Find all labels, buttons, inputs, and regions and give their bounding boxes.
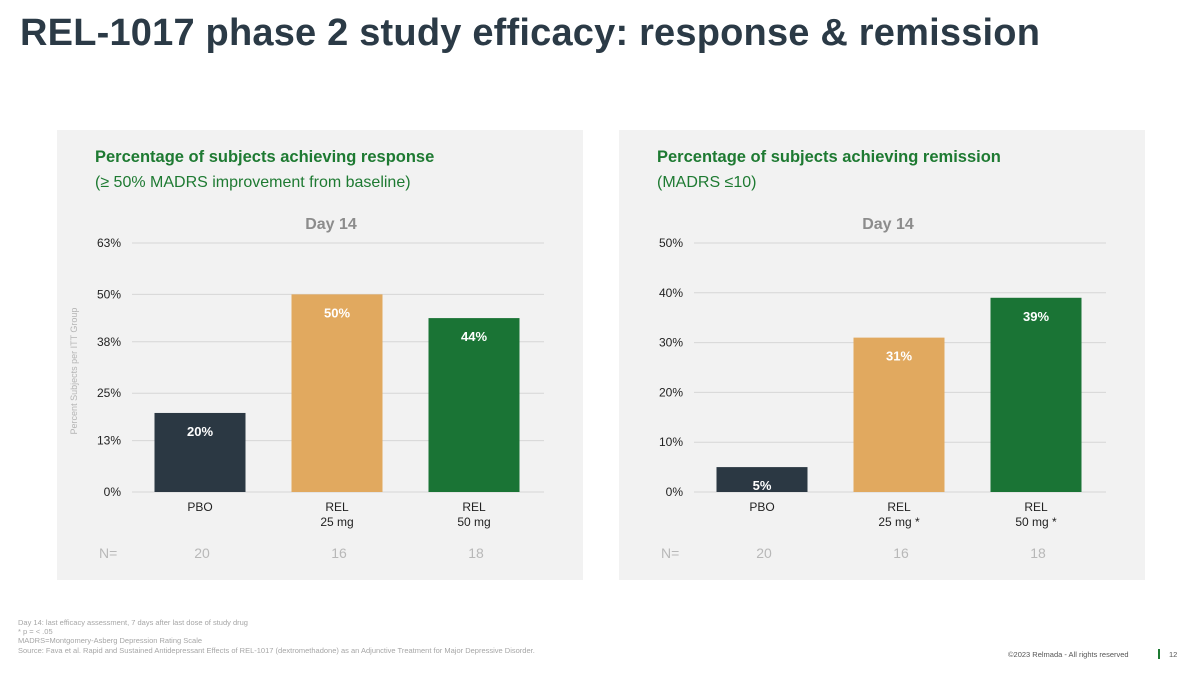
copyright: ©2023 Relmada - All rights reserved: [1008, 650, 1129, 659]
x-category-label: PBO: [187, 500, 212, 514]
response-chart-title: Percentage of subjects achieving respons…: [95, 148, 435, 166]
x-category-label: REL: [462, 500, 486, 514]
y-tick-label: 50%: [659, 236, 683, 250]
response-bar-chart: 0% 13% 25% 38% 50% 63% Percent Subjects per IT…: [69, 236, 544, 561]
page-title: REL-1017 phase 2 study efficacy: respons…: [20, 12, 1041, 54]
x-category-label: PBO: [749, 500, 774, 514]
x-category-label: 25 mg *: [878, 515, 920, 529]
data-label: 31%: [886, 349, 912, 364]
y-tick-label: 13%: [97, 434, 121, 448]
y-tick-label: 0%: [666, 485, 684, 499]
footnote-line: Day 14: last efficacy assessment, 7 days…: [18, 618, 248, 627]
x-category-label: 50 mg: [457, 515, 490, 529]
n-value: 18: [468, 545, 484, 561]
data-label: 5%: [753, 478, 772, 493]
n-value: 20: [194, 545, 210, 561]
x-category-label: REL: [1024, 500, 1048, 514]
n-value: 16: [893, 545, 909, 561]
footnote-line: MADRS=Montgomery-Asberg Depression Ratin…: [18, 636, 203, 646]
footnote-line: * p = < .05: [18, 627, 53, 637]
n-label: N=: [99, 545, 117, 561]
y-tick-label: 20%: [659, 385, 683, 399]
page-number: 12: [1169, 650, 1178, 659]
bar-pbo: [154, 412, 246, 492]
footer-divider: [1158, 649, 1160, 659]
bar-pbo: [716, 467, 808, 492]
bar-rel-50mg: [990, 297, 1082, 492]
y-tick-label: 50%: [97, 287, 121, 301]
footnote-line: Source: Fava et al. Rapid and Sustained …: [18, 645, 535, 655]
n-label: N=: [661, 545, 679, 561]
response-chart-panel: Percentage of subjects achieving respons…: [57, 130, 583, 580]
data-label: 20%: [187, 424, 213, 439]
remission-chart-subtitle: (MADRS ≤10): [657, 174, 757, 191]
n-value: 18: [1030, 545, 1046, 561]
y-tick-label: 30%: [659, 336, 683, 350]
x-category-label: 50 mg *: [1015, 515, 1057, 529]
data-label: 39%: [1023, 309, 1049, 324]
bar-rel-25mg: [853, 337, 945, 492]
y-tick-label: 0%: [104, 485, 122, 499]
remission-chart-title: Percentage of subjects achieving remissi…: [657, 148, 1001, 166]
y-tick-label: 25%: [97, 386, 121, 400]
x-category-label: REL: [325, 500, 349, 514]
y-tick-label: 40%: [659, 286, 683, 300]
n-value: 20: [756, 545, 772, 561]
x-category-label: 25 mg: [320, 515, 353, 529]
y-tick-label: 63%: [97, 236, 121, 250]
x-category-label: REL: [887, 500, 911, 514]
response-day-label: Day 14: [305, 216, 357, 233]
remission-chart-panel: Percentage of subjects achieving remissi…: [619, 130, 1145, 580]
data-label: 50%: [324, 305, 350, 320]
footnotes: Day 14: last efficacy assessment, 7 days…: [18, 618, 535, 655]
y-axis-label: Percent Subjects per ITT Group: [69, 308, 79, 435]
bar-rel-50mg: [428, 318, 520, 492]
remission-day-label: Day 14: [862, 216, 914, 233]
y-tick-label: 38%: [97, 335, 121, 349]
n-value: 16: [331, 545, 347, 561]
response-chart-subtitle: (≥ 50% MADRS improvement from baseline): [95, 174, 411, 191]
data-label: 44%: [461, 329, 487, 344]
y-tick-label: 10%: [659, 435, 683, 449]
bar-rel-25mg: [291, 294, 383, 492]
